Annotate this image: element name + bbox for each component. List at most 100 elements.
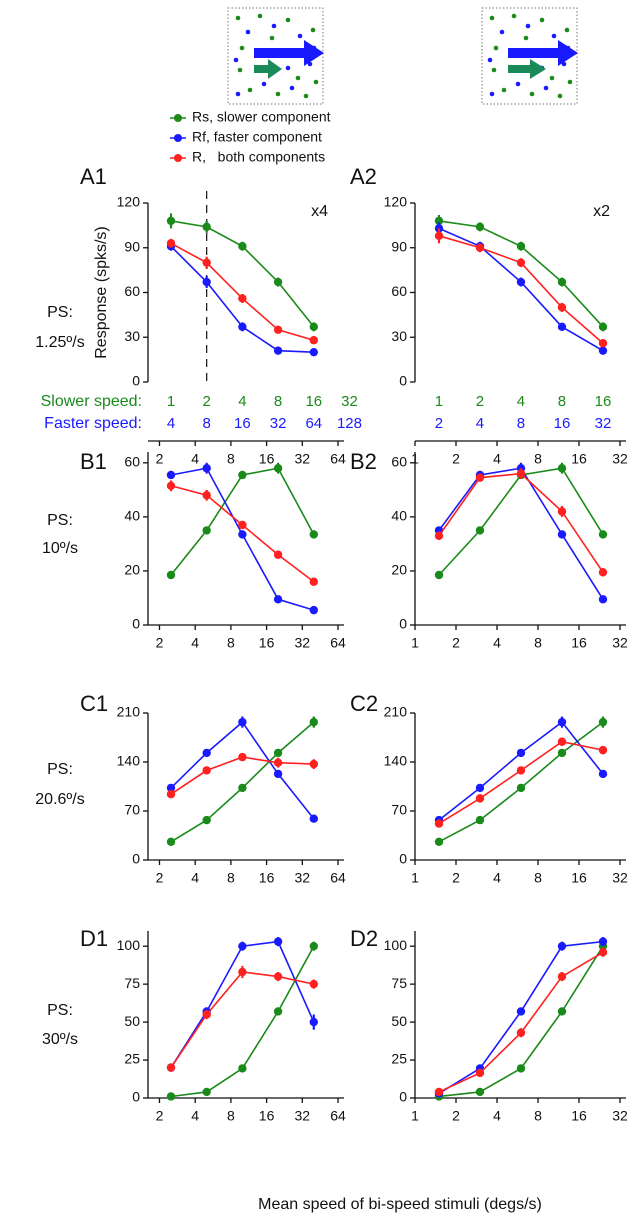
data-point bbox=[557, 530, 567, 539]
x-tick-label: 64 bbox=[330, 451, 346, 467]
data-point bbox=[202, 766, 211, 775]
y-tick-label: 210 bbox=[384, 704, 408, 720]
x-tick-label: 16 bbox=[259, 1108, 275, 1124]
data-point bbox=[516, 1028, 526, 1037]
x-tick-label: 4 bbox=[493, 870, 501, 886]
y-tick-label: 90 bbox=[124, 238, 140, 254]
speed-value: 8 bbox=[203, 415, 211, 432]
series-line bbox=[170, 720, 315, 820]
data-point bbox=[516, 1064, 526, 1073]
data-point bbox=[166, 216, 176, 226]
data-point bbox=[557, 941, 567, 951]
data-point bbox=[166, 783, 176, 793]
data-point bbox=[516, 242, 526, 251]
speed-value: 32 bbox=[341, 393, 358, 410]
data-point bbox=[273, 758, 283, 767]
y-tick-label: 0 bbox=[399, 1089, 407, 1105]
speed-value: 16 bbox=[234, 415, 251, 432]
data-point bbox=[557, 972, 567, 981]
data-point bbox=[598, 322, 608, 332]
y-tick-label: 75 bbox=[391, 975, 407, 991]
data-point bbox=[202, 526, 211, 535]
data-point bbox=[516, 469, 526, 478]
data-point bbox=[434, 837, 444, 846]
legend-label: Rf, faster component bbox=[192, 129, 322, 145]
data-point bbox=[166, 1092, 176, 1101]
y-axis-label: Response (spks/s) bbox=[93, 226, 110, 359]
x-tick-label: 32 bbox=[612, 870, 628, 886]
legend-marker bbox=[174, 134, 182, 142]
series-line bbox=[438, 235, 604, 344]
x-tick-label: 32 bbox=[295, 870, 311, 886]
data-point bbox=[598, 595, 608, 604]
speed-row-label: Faster speed: bbox=[44, 415, 142, 432]
data-point bbox=[273, 595, 283, 604]
ps-label: 10º/s bbox=[42, 540, 78, 557]
x-tick-label: 8 bbox=[534, 1108, 542, 1124]
x-tick-label: 2 bbox=[156, 635, 164, 651]
data-point bbox=[309, 941, 318, 951]
y-tick-label: 30 bbox=[391, 328, 407, 344]
data-point bbox=[238, 242, 247, 251]
data-point bbox=[475, 1087, 485, 1097]
data-point bbox=[166, 470, 176, 480]
data-point bbox=[309, 347, 318, 357]
y-tick-label: 30 bbox=[124, 328, 140, 344]
x-tick-label: 4 bbox=[191, 635, 199, 651]
data-point bbox=[273, 325, 283, 334]
y-tick-label: 210 bbox=[117, 704, 141, 720]
x-tick-label: 64 bbox=[330, 635, 346, 651]
data-point bbox=[475, 815, 485, 825]
data-point bbox=[598, 937, 608, 946]
y-tick-label: 75 bbox=[124, 975, 140, 991]
y-tick-label: 120 bbox=[384, 194, 408, 210]
x-tick-label: 4 bbox=[191, 451, 199, 467]
data-point bbox=[238, 967, 247, 977]
x-tick-label: 2 bbox=[452, 1108, 460, 1124]
x-tick-label: 64 bbox=[330, 1108, 346, 1124]
panel: D1 0 25 50 75 100 2 4 8 16 32 64 PS: 30º/s bbox=[42, 926, 346, 1124]
data-point bbox=[598, 717, 608, 727]
panel: A1 0 30 60 90 120 2 4 8 16 32 64 Response (spks/s) x4… bbox=[35, 164, 362, 467]
y-tick-label: 100 bbox=[117, 937, 141, 953]
speed-value: 128 bbox=[337, 415, 362, 432]
data-point bbox=[309, 336, 318, 345]
data-point bbox=[475, 473, 485, 482]
data-point bbox=[238, 783, 247, 793]
data-point bbox=[557, 322, 567, 332]
y-tick-label: 20 bbox=[391, 562, 407, 578]
x-tick-label: 64 bbox=[330, 870, 346, 886]
panel-title: B2 bbox=[350, 449, 377, 474]
x-tick-label: 1 bbox=[411, 870, 419, 886]
data-point bbox=[309, 979, 318, 989]
ps-label: PS: bbox=[47, 1002, 73, 1019]
data-point bbox=[238, 530, 247, 539]
data-point bbox=[202, 748, 211, 758]
data-point bbox=[309, 759, 318, 769]
y-tick-label: 0 bbox=[399, 851, 407, 867]
data-point bbox=[238, 752, 247, 762]
x-tick-label: 2 bbox=[156, 870, 164, 886]
panel-title: C1 bbox=[80, 691, 108, 716]
series-line bbox=[438, 472, 604, 573]
data-point bbox=[309, 605, 318, 615]
data-point bbox=[273, 346, 283, 355]
data-point bbox=[309, 530, 318, 539]
data-point bbox=[238, 294, 247, 303]
speed-value: 1 bbox=[435, 393, 443, 410]
data-point bbox=[557, 748, 567, 758]
x-tick-label: 16 bbox=[259, 451, 275, 467]
x-tick-label: 32 bbox=[612, 451, 628, 467]
series-line bbox=[170, 467, 315, 611]
speed-value: 2 bbox=[476, 393, 484, 410]
data-point bbox=[475, 783, 485, 793]
y-tick-label: 60 bbox=[124, 454, 140, 470]
x-tick-label: 16 bbox=[571, 451, 587, 467]
x-tick-label: 8 bbox=[227, 870, 235, 886]
data-point bbox=[516, 1007, 526, 1016]
annotation: x4 bbox=[311, 203, 328, 220]
y-tick-label: 25 bbox=[124, 1051, 140, 1067]
data-point bbox=[166, 837, 176, 846]
data-point bbox=[434, 531, 444, 540]
series-line bbox=[170, 940, 315, 1069]
